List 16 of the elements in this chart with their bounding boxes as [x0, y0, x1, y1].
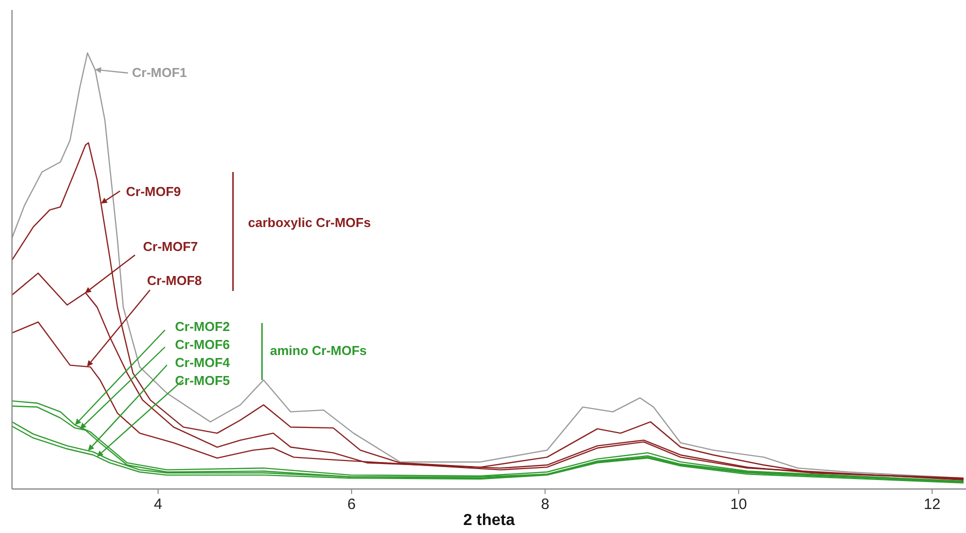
- x-tick-label: 12: [924, 496, 940, 513]
- text: Cr-MOF5: [175, 373, 230, 388]
- text: Cr-MOF8: [147, 273, 202, 288]
- annotation: carboxylic Cr-MOFs: [248, 215, 371, 230]
- text: Cr-MOF6: [175, 337, 230, 352]
- x-tick-label: 8: [540, 496, 550, 513]
- annotation: amino Cr-MOFs: [270, 343, 367, 358]
- legend-label: Cr-MOF9: [126, 184, 181, 199]
- text: Cr-MOF7: [143, 239, 198, 254]
- x-axis-title: 2 theta: [463, 512, 515, 529]
- x-tick-label: 6: [347, 496, 356, 513]
- text: Cr-MOF2: [175, 319, 230, 334]
- x-tick-label: 10: [730, 496, 747, 513]
- text: Cr-MOF4: [175, 355, 231, 370]
- x-tick-label: 4: [154, 496, 162, 513]
- legend-label: Cr-MOF1: [132, 65, 187, 80]
